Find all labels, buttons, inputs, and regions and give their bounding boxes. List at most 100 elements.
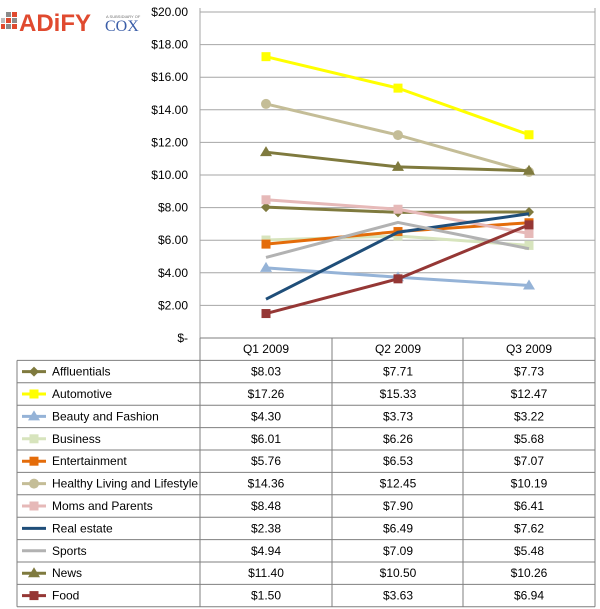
x-tick-label: Q1 2009 — [243, 342, 289, 356]
data-point — [261, 202, 271, 213]
data-label: $5.76 — [251, 454, 281, 468]
data-label: $7.62 — [514, 521, 544, 535]
data-label: $7.09 — [383, 544, 413, 558]
series-news — [260, 146, 535, 175]
data-point — [28, 567, 40, 578]
logo-brand: ADiFY — [19, 10, 91, 37]
data-label: $3.63 — [383, 589, 413, 603]
legend-label: Sports — [52, 544, 87, 558]
legend-label: Affluentials — [52, 365, 110, 379]
data-label: $6.53 — [383, 454, 413, 468]
axis-layer: $- $2.00 $4.00 $6.00 $8.00 $10.00 $12.00 $14.00… — [151, 5, 596, 345]
legend-label: Moms and Parents — [52, 499, 153, 513]
data-point — [28, 410, 40, 421]
series-line — [265, 55, 530, 137]
data-point — [393, 204, 403, 214]
data-point — [29, 478, 39, 489]
data-label: $6.49 — [383, 521, 413, 535]
data-label: $15.33 — [380, 387, 417, 401]
series-food — [261, 220, 534, 319]
table-row: Healthy Living and Lifestyle $14.36 $12.45… — [22, 477, 548, 491]
data-label: $3.73 — [383, 409, 413, 423]
table-row: Business $6.01 $6.26 $5.68 — [22, 432, 544, 446]
data-point — [523, 279, 535, 290]
series-line — [265, 212, 530, 301]
y-tick-label: $16.00 — [151, 70, 188, 84]
data-point — [524, 130, 534, 140]
table-row: Beauty and Fashion $4.30 $3.73 $3.22 — [22, 409, 544, 423]
data-point — [393, 130, 403, 141]
data-point — [524, 240, 534, 250]
data-label: $2.38 — [251, 521, 281, 535]
data-label: $8.48 — [251, 499, 281, 513]
table-row: Real estate $2.38 $6.49 $7.62 — [22, 521, 544, 535]
y-tick-label: $- — [177, 331, 188, 345]
data-point — [261, 309, 271, 319]
data-label: $10.50 — [380, 566, 417, 580]
table-row: Entertainment $5.76 $6.53 $7.07 — [22, 454, 544, 468]
data-point — [261, 52, 271, 62]
legend-label: Business — [52, 432, 101, 446]
data-label: $6.41 — [514, 499, 544, 513]
data-point — [261, 239, 271, 249]
data-point — [524, 220, 534, 230]
legend-label: Food — [52, 589, 79, 603]
data-label: $1.50 — [251, 589, 281, 603]
cube-icon — [1, 12, 17, 29]
data-label: $10.26 — [511, 566, 548, 580]
data-point — [261, 98, 271, 109]
table-row: Moms and Parents $8.48 $7.90 $6.41 — [22, 499, 544, 513]
series-moms-and-parents — [261, 195, 534, 239]
data-point — [29, 591, 39, 601]
y-tick-label: $4.00 — [158, 266, 188, 280]
data-label: $12.45 — [380, 477, 417, 491]
y-tick-label: $20.00 — [151, 5, 188, 19]
y-tick-label: $14.00 — [151, 103, 188, 117]
data-label: $5.68 — [514, 432, 544, 446]
y-tick-label: $12.00 — [151, 135, 188, 149]
data-point — [29, 366, 39, 377]
data-label: $4.94 — [251, 544, 281, 558]
table-row: Food $1.50 $3.63 $6.94 — [22, 589, 544, 603]
series-layer — [260, 52, 535, 319]
legend-label: News — [52, 566, 82, 580]
data-label: $14.36 — [248, 477, 285, 491]
y-tick-label: $18.00 — [151, 38, 188, 52]
legend-label: Entertainment — [52, 454, 127, 468]
data-label: $7.73 — [514, 365, 544, 379]
data-point — [393, 83, 403, 93]
data-label: $5.48 — [514, 544, 544, 558]
data-label: $12.47 — [511, 387, 548, 401]
table-row: Automotive $17.26 $15.33 $12.47 — [22, 387, 548, 401]
table-row: Sports $4.94 $7.09 $5.48 — [22, 544, 544, 558]
data-label: $7.07 — [514, 454, 544, 468]
x-tick-label: Q2 2009 — [375, 342, 421, 356]
data-point — [260, 261, 272, 272]
table-row: Affluentials $8.03 $7.71 $7.73 — [22, 365, 544, 379]
data-label: $10.19 — [511, 477, 548, 491]
data-label: $3.22 — [514, 409, 544, 423]
data-point — [260, 146, 272, 157]
y-tick-label: $10.00 — [151, 168, 188, 182]
y-tick-label: $6.00 — [158, 233, 188, 247]
y-tick-label: $2.00 — [158, 298, 188, 312]
table-row: News $11.40 $10.50 $10.26 — [22, 566, 548, 580]
data-label: $11.40 — [248, 566, 284, 580]
data-point — [29, 389, 39, 399]
data-point — [393, 274, 403, 284]
series-real-estate — [265, 212, 530, 301]
data-table: Q1 2009 Q2 2009 Q3 2009 Affluentials $8.03 $7… — [16, 337, 596, 608]
logo-parent: COX — [105, 18, 139, 35]
legend-label: Real estate — [52, 521, 113, 535]
data-point — [261, 195, 271, 205]
series-automotive — [261, 52, 534, 140]
data-point — [29, 434, 39, 444]
adify-logo: ADiFY A SUBSIDIARY OF COX — [1, 10, 141, 37]
data-label: $17.26 — [248, 387, 285, 401]
data-label: $6.01 — [251, 432, 281, 446]
data-point — [29, 501, 39, 511]
data-point — [523, 164, 535, 175]
legend-label: Healthy Living and Lifestyle — [52, 477, 198, 491]
series-sports — [265, 220, 530, 259]
legend-label: Automotive — [52, 387, 112, 401]
